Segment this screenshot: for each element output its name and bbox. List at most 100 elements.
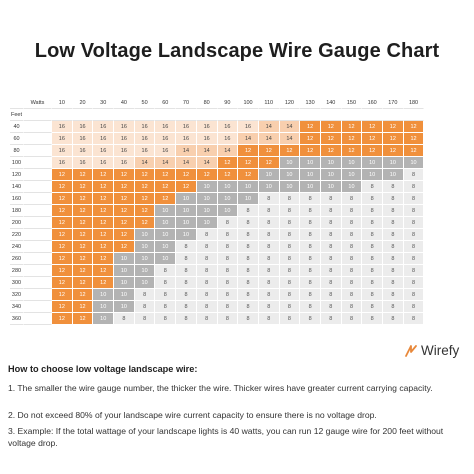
gauge-cell: 12 bbox=[134, 217, 156, 229]
gauge-cell: 12 bbox=[93, 205, 115, 217]
feet-row-header: 280 bbox=[10, 265, 24, 277]
gauge-cell: 14 bbox=[217, 145, 239, 157]
gauge-cell: 8 bbox=[362, 265, 383, 277]
wirefy-logo: Wirefy bbox=[404, 343, 459, 358]
gauge-cell: 10 bbox=[238, 193, 259, 205]
gauge-cell: 12 bbox=[72, 277, 94, 289]
gauge-cell: 12 bbox=[134, 205, 156, 217]
gauge-cell: 8 bbox=[383, 253, 404, 265]
blank-cell bbox=[300, 109, 321, 121]
blank-cell bbox=[155, 109, 177, 121]
gauge-cell: 8 bbox=[279, 205, 301, 217]
feet-row-header: 180 bbox=[10, 205, 24, 217]
gauge-cell: 8 bbox=[403, 289, 425, 301]
tip-3: 3. Example: If the total wattage of your… bbox=[8, 426, 444, 448]
gauge-cell: 14 bbox=[258, 121, 280, 133]
gauge-cell: 12 bbox=[72, 241, 94, 253]
gauge-cell: 8 bbox=[196, 289, 218, 301]
gauge-cell: 12 bbox=[383, 133, 404, 145]
feet-row-header: 360 bbox=[10, 313, 24, 325]
gauge-cell: 8 bbox=[403, 229, 425, 241]
gauge-cell: 8 bbox=[403, 265, 425, 277]
gauge-cell: 8 bbox=[362, 181, 383, 193]
gauge-cell: 8 bbox=[217, 277, 239, 289]
gauge-cell: 8 bbox=[155, 265, 177, 277]
gauge-cell: 8 bbox=[134, 313, 156, 325]
gauge-cell: 8 bbox=[176, 253, 197, 265]
watts-col-header: 110 bbox=[258, 97, 280, 109]
gauge-cell: 8 bbox=[238, 241, 259, 253]
how-to-heading: How to choose low voltage landscape wire… bbox=[8, 364, 198, 374]
gauge-cell: 10 bbox=[362, 157, 383, 169]
blank-cell bbox=[196, 109, 218, 121]
gauge-cell: 12 bbox=[114, 169, 135, 181]
gauge-cell: 8 bbox=[238, 253, 259, 265]
gauge-cell: 12 bbox=[72, 193, 94, 205]
gauge-cell: 16 bbox=[134, 145, 156, 157]
gauge-cell: 8 bbox=[383, 193, 404, 205]
gauge-cell: 8 bbox=[383, 313, 404, 325]
gauge-cell: 16 bbox=[52, 121, 73, 133]
feet-row-header: 300 bbox=[10, 277, 24, 289]
gauge-cell: 12 bbox=[341, 145, 363, 157]
gauge-cell: 12 bbox=[217, 169, 239, 181]
gauge-cell: 10 bbox=[383, 169, 404, 181]
gauge-cell: 8 bbox=[258, 229, 280, 241]
gauge-cell: 8 bbox=[341, 205, 363, 217]
gauge-cell: 8 bbox=[196, 265, 218, 277]
gauge-cell: 8 bbox=[300, 205, 321, 217]
gauge-cell: 8 bbox=[176, 277, 197, 289]
gauge-cell: 8 bbox=[362, 277, 383, 289]
gauge-cell: 12 bbox=[114, 229, 135, 241]
gauge-cell: 8 bbox=[362, 229, 383, 241]
gauge-cell: 8 bbox=[300, 313, 321, 325]
gauge-cell: 8 bbox=[238, 289, 259, 301]
gauge-cell: 8 bbox=[217, 241, 239, 253]
gauge-cell: 12 bbox=[155, 169, 177, 181]
gauge-cell: 16 bbox=[114, 157, 135, 169]
gauge-cell: 8 bbox=[279, 241, 301, 253]
gauge-cell: 16 bbox=[155, 121, 177, 133]
gauge-cell: 10 bbox=[341, 181, 363, 193]
gauge-cell: 16 bbox=[217, 121, 239, 133]
gauge-cell: 10 bbox=[258, 169, 280, 181]
gauge-cell: 12 bbox=[238, 169, 259, 181]
feet-row-header: 140 bbox=[10, 181, 24, 193]
gauge-cell: 12 bbox=[93, 217, 115, 229]
gauge-cell: 12 bbox=[93, 181, 115, 193]
gauge-cell: 8 bbox=[300, 301, 321, 313]
gauge-cell: 16 bbox=[196, 121, 218, 133]
gauge-cell: 10 bbox=[176, 229, 197, 241]
gauge-cell: 14 bbox=[238, 133, 259, 145]
watts-col-header: 140 bbox=[320, 97, 342, 109]
gauge-cell: 10 bbox=[196, 217, 218, 229]
gauge-cell: 8 bbox=[176, 241, 197, 253]
gauge-cell: 8 bbox=[383, 229, 404, 241]
tip-1: 1. The smaller the wire gauge number, th… bbox=[8, 383, 433, 393]
gauge-cell: 10 bbox=[93, 313, 115, 325]
feet-row-header: 160 bbox=[10, 193, 24, 205]
gauge-cell: 10 bbox=[258, 181, 280, 193]
gauge-cell: 8 bbox=[176, 289, 197, 301]
gauge-cell: 10 bbox=[93, 301, 115, 313]
feet-row-header: 120 bbox=[10, 169, 24, 181]
gauge-cell: 12 bbox=[300, 121, 321, 133]
gauge-cell: 10 bbox=[134, 253, 156, 265]
gauge-cell: 8 bbox=[320, 229, 342, 241]
gauge-cell: 12 bbox=[93, 229, 115, 241]
watts-col-header: 50 bbox=[134, 97, 156, 109]
gauge-cell: 16 bbox=[52, 157, 73, 169]
gauge-cell: 8 bbox=[341, 313, 363, 325]
gauge-cell: 10 bbox=[114, 277, 135, 289]
blank-cell bbox=[403, 109, 425, 121]
gauge-cell: 8 bbox=[258, 313, 280, 325]
blank-cell bbox=[24, 133, 52, 145]
gauge-cell: 8 bbox=[217, 289, 239, 301]
gauge-cell: 8 bbox=[403, 205, 425, 217]
gauge-cell: 16 bbox=[134, 121, 156, 133]
blank-cell bbox=[134, 109, 156, 121]
blank-cell bbox=[238, 109, 259, 121]
gauge-cell: 8 bbox=[238, 205, 259, 217]
gauge-cell: 8 bbox=[320, 205, 342, 217]
gauge-cell: 10 bbox=[134, 265, 156, 277]
